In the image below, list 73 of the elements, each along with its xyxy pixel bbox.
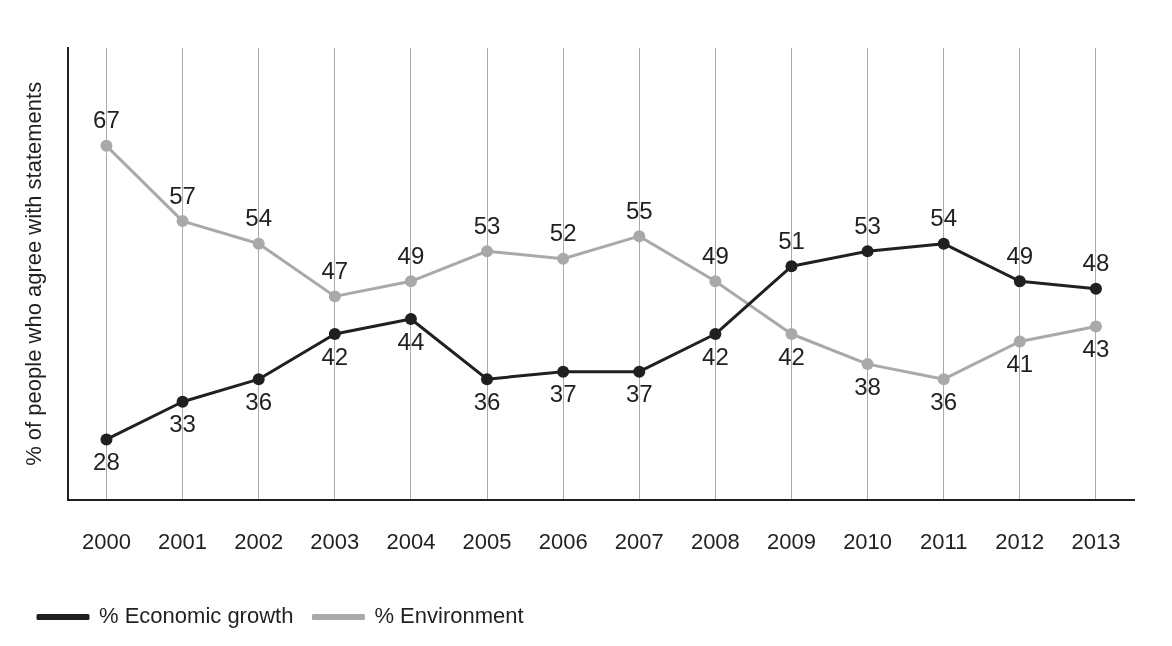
point xyxy=(861,358,874,371)
legend-label: % Economic growth xyxy=(99,603,294,629)
data-label: 47 xyxy=(321,257,349,285)
x-tick-label: 2008 xyxy=(690,528,740,554)
y-axis-title: % of people who agree with statements xyxy=(21,81,47,466)
point xyxy=(1089,320,1102,333)
data-label: 67 xyxy=(93,106,120,134)
data-label: 48 xyxy=(1082,249,1110,277)
x-tick-label: 2002 xyxy=(234,528,284,554)
x-tick-label: 2013 xyxy=(1071,528,1121,554)
point xyxy=(176,215,189,228)
point xyxy=(100,139,113,152)
data-label: 36 xyxy=(930,387,958,415)
x-tick-label: 2001 xyxy=(158,528,208,554)
point xyxy=(785,328,798,341)
point xyxy=(937,237,950,250)
point xyxy=(1013,275,1026,288)
data-label: 42 xyxy=(702,342,729,370)
data-label: 51 xyxy=(778,226,805,254)
data-label: 37 xyxy=(625,380,653,408)
x-tick-label: 2009 xyxy=(767,528,816,554)
data-label: 54 xyxy=(930,204,958,232)
data-label: 55 xyxy=(625,196,653,224)
x-tick-label: 2007 xyxy=(614,528,664,554)
data-label: 53 xyxy=(473,211,501,239)
point xyxy=(328,328,341,341)
point xyxy=(709,275,722,288)
point xyxy=(1013,335,1026,348)
x-tick-label: 2012 xyxy=(995,528,1045,554)
x-tick-label: 2011 xyxy=(920,528,968,554)
data-label: 42 xyxy=(778,342,805,370)
data-label: 49 xyxy=(702,241,729,269)
data-label: 37 xyxy=(549,380,577,408)
point xyxy=(1089,282,1102,295)
data-label: 53 xyxy=(854,211,881,239)
point xyxy=(328,290,341,303)
point xyxy=(176,395,189,408)
point xyxy=(252,237,265,250)
x-tick-label: 2010 xyxy=(843,528,893,554)
point xyxy=(404,275,417,288)
x-tick-label: 2003 xyxy=(310,528,360,554)
point xyxy=(481,245,494,258)
point xyxy=(633,365,646,378)
point xyxy=(481,373,494,386)
data-label: 33 xyxy=(169,410,196,438)
point xyxy=(633,230,646,243)
point xyxy=(404,312,417,325)
point xyxy=(557,365,570,378)
data-label: 52 xyxy=(549,219,577,247)
data-label: 57 xyxy=(169,181,196,209)
point xyxy=(557,252,570,265)
data-label: 49 xyxy=(397,241,425,269)
data-label: 49 xyxy=(1006,241,1034,269)
data-label: 36 xyxy=(473,387,501,415)
point xyxy=(861,245,874,258)
point xyxy=(252,373,265,386)
data-label: 38 xyxy=(854,372,881,400)
point xyxy=(937,373,950,386)
x-tick-label: 2000 xyxy=(81,528,131,554)
data-label: 54 xyxy=(245,204,273,232)
x-tick-label: 2005 xyxy=(462,528,512,554)
data-label: 44 xyxy=(397,327,425,355)
x-tick-label: 2006 xyxy=(538,528,588,554)
point xyxy=(785,260,798,273)
x-tick-label: 2004 xyxy=(386,528,436,554)
data-label: 28 xyxy=(93,448,120,476)
data-label: 41 xyxy=(1006,350,1034,378)
data-label: 42 xyxy=(321,342,349,370)
point xyxy=(100,433,113,446)
data-label: 43 xyxy=(1082,335,1110,363)
data-label: 36 xyxy=(245,387,273,415)
legend-label: % Environment xyxy=(374,603,524,629)
point xyxy=(709,328,722,341)
